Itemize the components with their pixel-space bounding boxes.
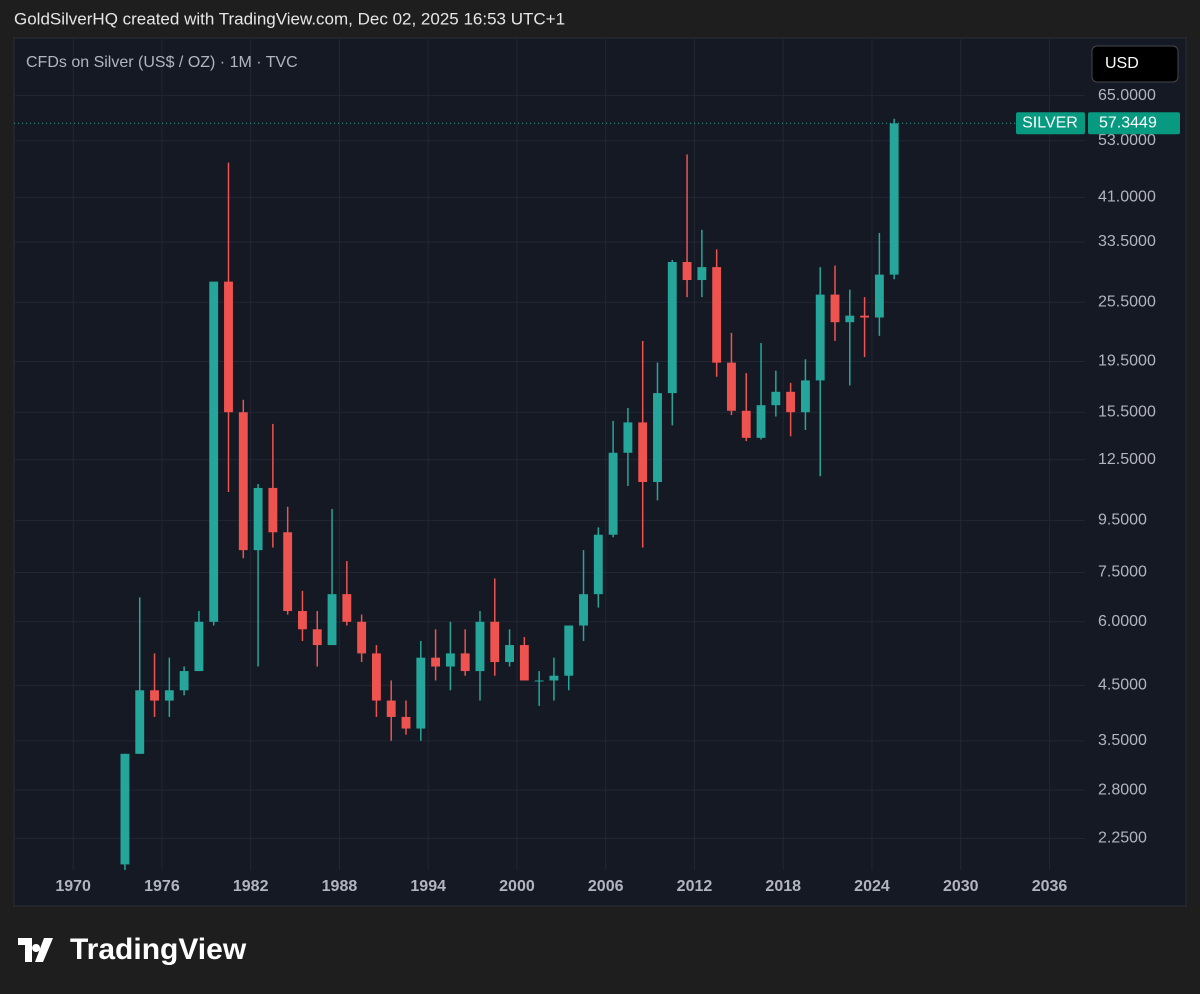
candle-body	[815, 294, 825, 381]
y-tick-label: 2.8000	[1098, 781, 1147, 798]
y-tick-label: 65.0000	[1098, 87, 1156, 104]
candle-body	[727, 362, 736, 411]
candle-body	[623, 422, 633, 453]
logo-text: TradingView	[70, 933, 247, 966]
x-tick-label: 2012	[677, 878, 713, 895]
candle-body	[445, 653, 455, 667]
candle-body	[889, 123, 899, 275]
price-label: 57.3449	[1099, 115, 1157, 132]
candle-body	[534, 680, 544, 682]
x-tick-label: 1994	[410, 878, 446, 895]
candle-body	[756, 405, 766, 438]
candle-body	[712, 267, 722, 363]
candle-body	[194, 621, 204, 672]
x-tick-label: 2006	[588, 878, 624, 895]
candle-body	[312, 629, 322, 646]
x-tick-label: 1970	[55, 878, 91, 895]
candle-body	[120, 753, 130, 865]
candle-body	[179, 671, 189, 691]
chart-panel	[13, 37, 1187, 907]
header-text: GoldSilverHQ created with TradingView.co…	[14, 9, 565, 28]
chart-title: CFDs on Silver (US$ / OZ) · 1M · TVC	[26, 54, 298, 71]
x-tick-label: 2024	[854, 878, 890, 895]
candle-body	[224, 281, 233, 413]
candle-body	[874, 274, 884, 318]
candle-body	[342, 594, 352, 622]
candle-body	[209, 281, 219, 622]
y-tick-label: 53.0000	[1098, 132, 1156, 149]
x-tick-label: 2036	[1032, 878, 1068, 895]
x-tick-label: 1988	[322, 878, 358, 895]
candle-body	[830, 294, 840, 323]
candle-body	[505, 645, 514, 663]
candle-body	[253, 487, 263, 551]
y-tick-label: 9.5000	[1098, 512, 1147, 529]
candle-body	[800, 380, 810, 413]
candle-body	[682, 262, 692, 281]
candle-body	[579, 594, 588, 626]
candle-body	[327, 594, 337, 646]
x-tick-label: 2030	[943, 878, 979, 895]
candle-body	[845, 315, 855, 323]
candle-body	[298, 611, 307, 630]
candle-body	[164, 690, 174, 701]
candle-body	[860, 315, 870, 318]
candle-body	[460, 653, 470, 672]
candle-body	[475, 621, 485, 672]
candle-body	[238, 412, 248, 551]
currency-button[interactable]	[1091, 45, 1179, 83]
y-tick-label: 41.0000	[1098, 189, 1156, 206]
y-tick-label: 4.5000	[1098, 677, 1147, 694]
candle-body	[608, 452, 618, 535]
logo-icon	[18, 938, 53, 962]
candle-body	[135, 690, 145, 754]
plot: 2.2500 2.8000 3.5000 4.5000 6.0000 7.5000 9.50…	[14, 39, 1180, 895]
series-label-box	[1016, 112, 1085, 135]
candle-body	[667, 262, 677, 394]
x-tick-label: 2018	[765, 878, 801, 895]
candle-body	[401, 716, 411, 729]
candle-body	[638, 422, 648, 482]
y-tick-label: 15.5000	[1098, 403, 1156, 420]
candle-body	[357, 621, 367, 654]
y-tick-label: 25.5000	[1098, 293, 1156, 310]
candle-body	[371, 653, 381, 701]
x-tick-label: 2000	[499, 878, 535, 895]
logo: TradingView	[18, 933, 247, 966]
candle-body	[653, 393, 662, 482]
price-label-box	[1088, 112, 1180, 135]
y-tick-label: 33.5000	[1098, 233, 1156, 250]
currency-label: USD	[1105, 55, 1139, 72]
candle-body	[431, 657, 441, 667]
y-tick-label: 12.5000	[1098, 451, 1156, 468]
y-tick-label: 6.0000	[1098, 613, 1147, 630]
candle-body	[150, 690, 159, 701]
candle-body	[283, 532, 293, 612]
candle-body	[490, 621, 500, 663]
candle-body	[519, 645, 529, 681]
candle-body	[564, 625, 574, 676]
candle-body	[697, 267, 707, 281]
y-tick-label: 2.2500	[1098, 830, 1147, 847]
candle-body	[268, 487, 278, 533]
candle-body	[386, 700, 396, 717]
x-tick-label: 1976	[144, 878, 180, 895]
y-tick-label: 3.5000	[1098, 732, 1147, 749]
y-tick-label: 7.5000	[1098, 564, 1147, 581]
y-tick-label: 19.5000	[1098, 353, 1156, 370]
candle-body	[549, 675, 559, 681]
candle-body	[786, 391, 796, 413]
candle-body	[771, 391, 781, 406]
series-label: SILVER	[1022, 115, 1078, 132]
candle-body	[416, 657, 426, 729]
x-tick-label: 1982	[233, 878, 269, 895]
candle-body	[741, 410, 751, 438]
candle-body	[593, 534, 603, 595]
